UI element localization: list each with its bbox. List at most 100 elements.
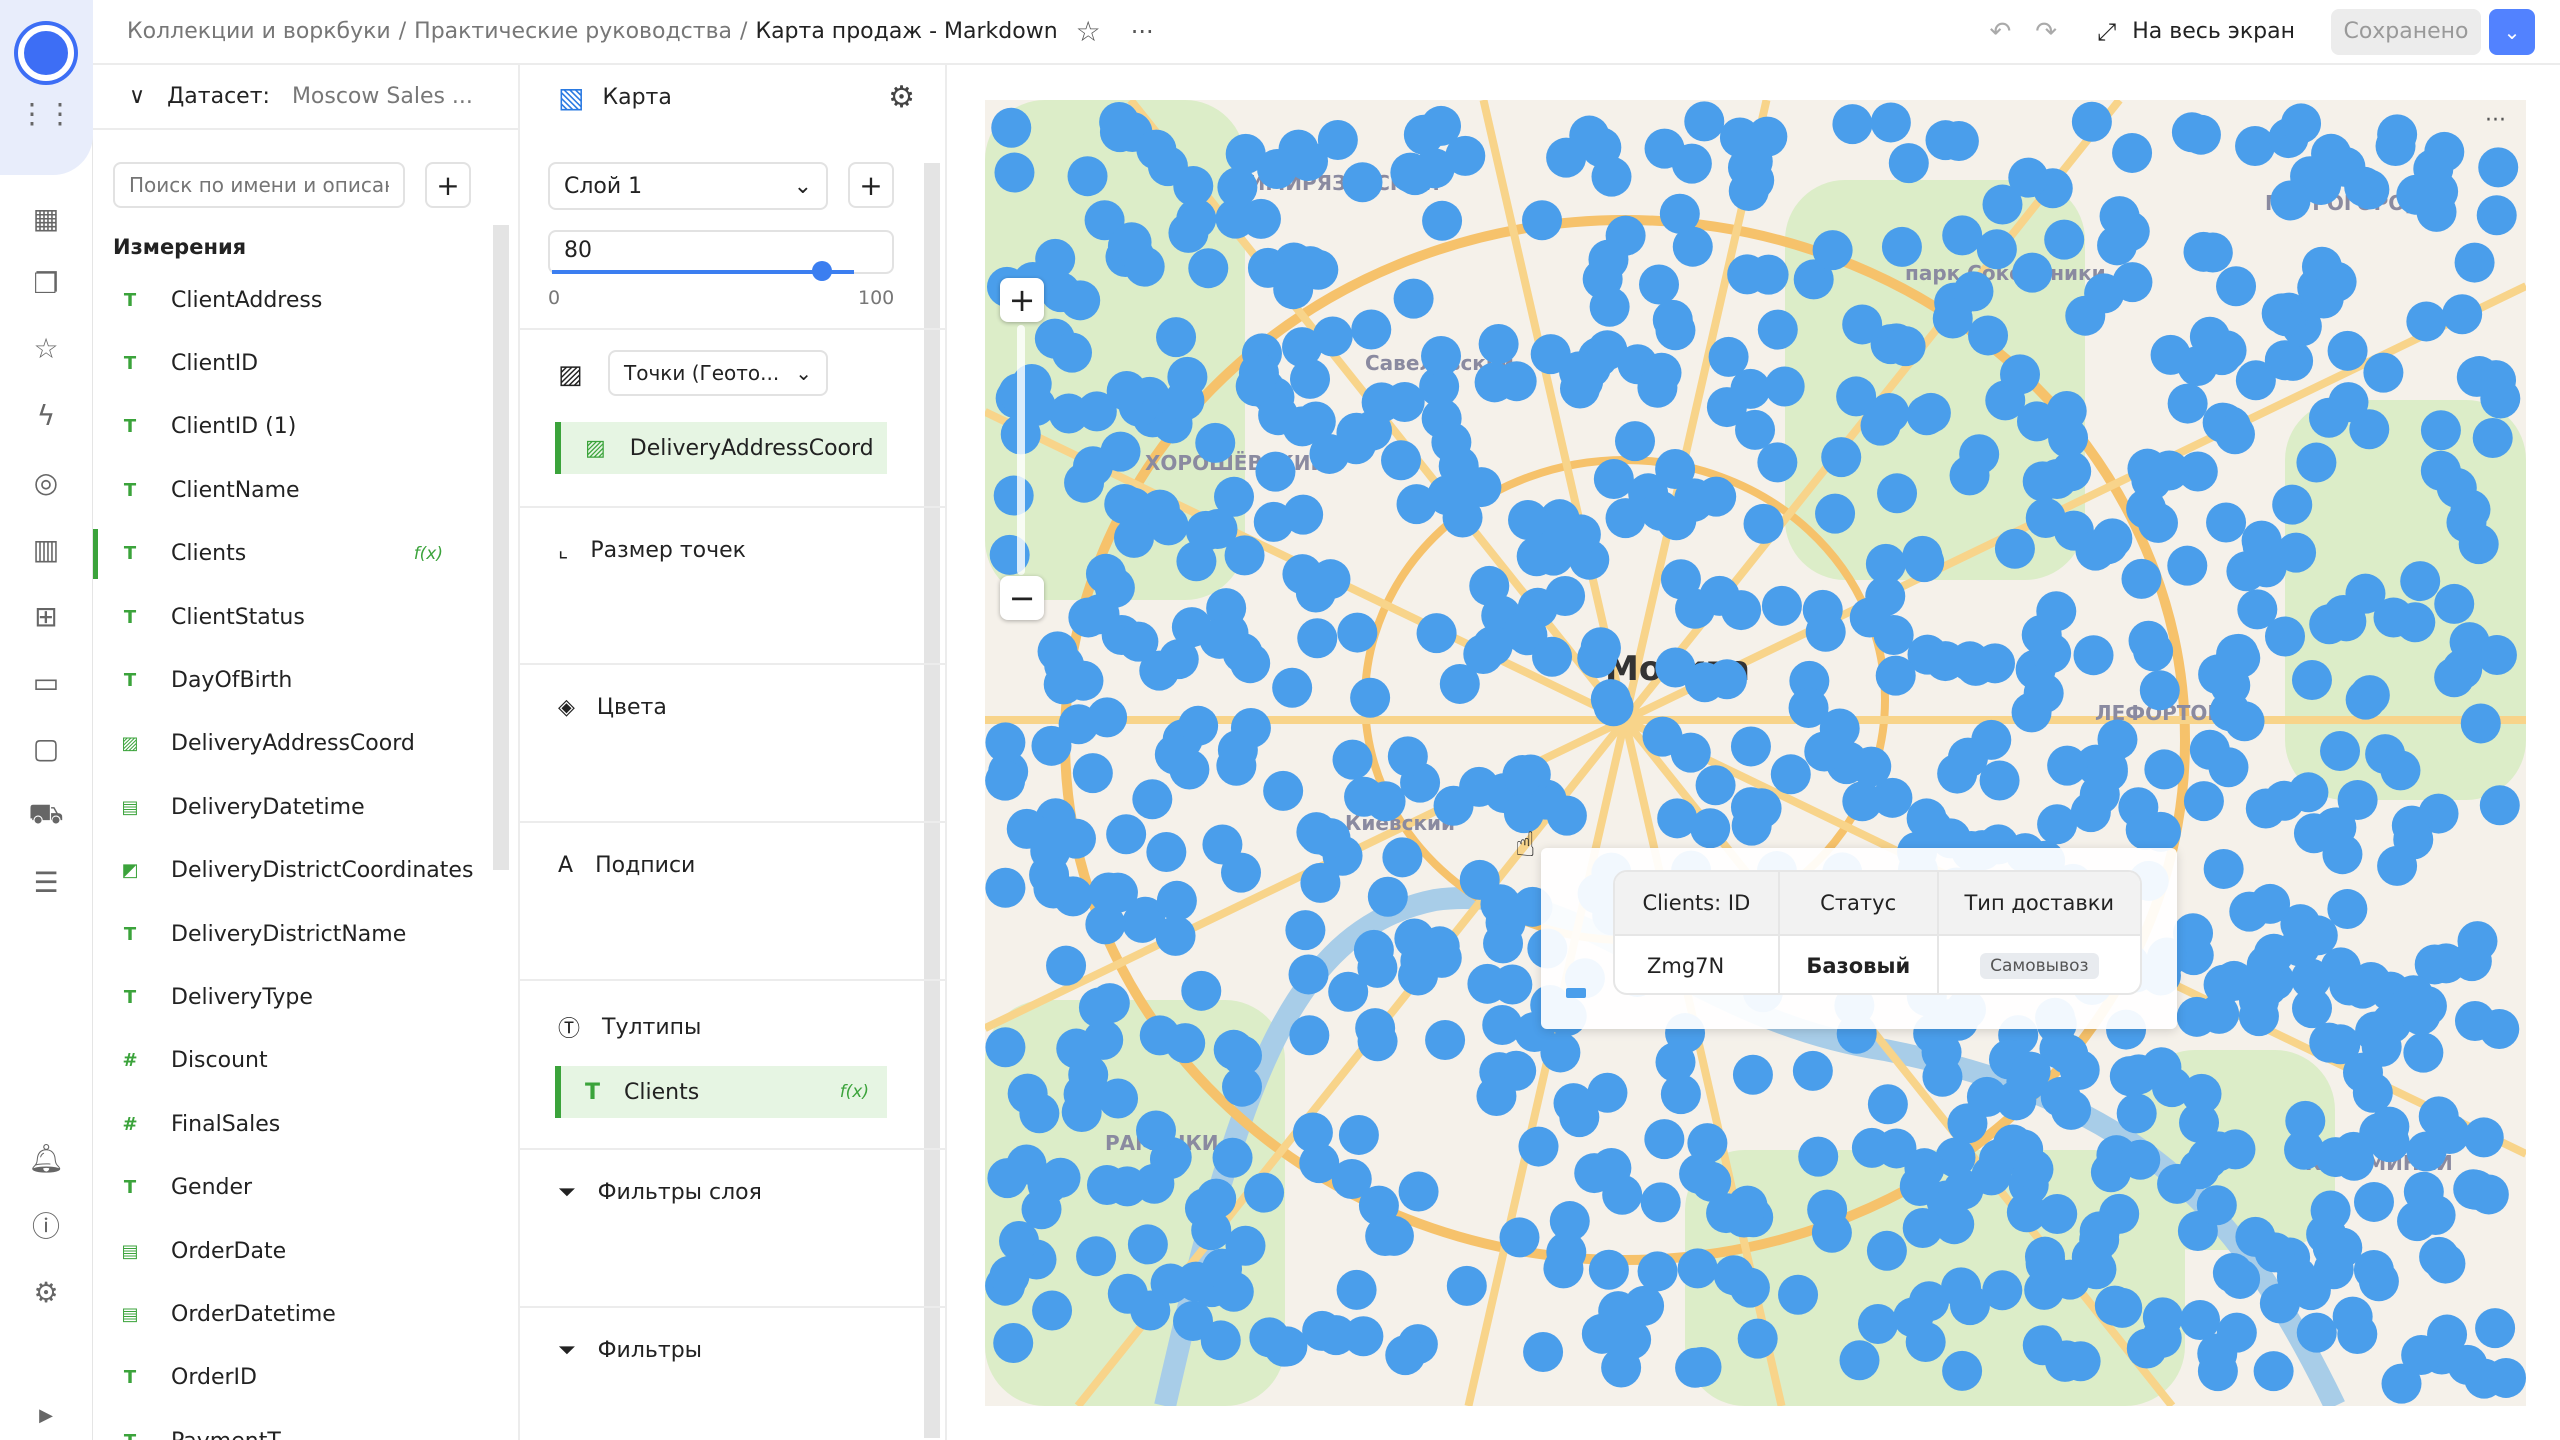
map-point[interactable] xyxy=(2327,889,2368,930)
map-point[interactable] xyxy=(2149,450,2190,491)
opacity-slider-track[interactable] xyxy=(552,270,854,274)
map-point[interactable] xyxy=(1155,915,1196,956)
field-item[interactable]: T ClientStatus xyxy=(113,592,483,642)
map-point[interactable] xyxy=(2476,195,2517,236)
saved-button[interactable]: Сохранено xyxy=(2331,8,2481,55)
map-point[interactable] xyxy=(1695,765,1736,806)
section-filters[interactable]: ⏷ Фильтры xyxy=(558,1338,703,1363)
field-item[interactable]: # Discount xyxy=(113,1036,483,1086)
map-point[interactable] xyxy=(1225,133,1266,174)
map-point[interactable] xyxy=(1677,1248,1718,1289)
map-point[interactable] xyxy=(1338,1114,1379,1155)
star-icon[interactable]: ☆ xyxy=(1075,15,1101,48)
map-point[interactable] xyxy=(1244,1172,1285,1213)
monitor-icon[interactable]: ▭ xyxy=(32,665,60,699)
map-point[interactable] xyxy=(1148,505,1189,546)
map-point[interactable] xyxy=(2012,252,2053,293)
map-point[interactable] xyxy=(1708,336,1749,377)
map-point[interactable] xyxy=(1230,708,1271,749)
map-point[interactable] xyxy=(1821,437,1862,478)
collapse-chevron-icon[interactable]: ∨ xyxy=(129,84,146,109)
map-point[interactable] xyxy=(1732,1054,1773,1095)
map-point[interactable] xyxy=(1235,366,1276,407)
map-point[interactable] xyxy=(2413,148,2454,189)
map-point[interactable] xyxy=(1922,1056,1963,1097)
map-point[interactable] xyxy=(1100,431,1141,472)
map-point[interactable] xyxy=(1118,621,1159,662)
map-point[interactable] xyxy=(1445,135,1486,176)
map-point[interactable] xyxy=(1815,493,1856,534)
map-point[interactable] xyxy=(2442,294,2483,335)
map-point[interactable] xyxy=(1652,299,1693,340)
map-point[interactable] xyxy=(1675,1347,1716,1388)
map-point[interactable] xyxy=(1212,1137,1253,1178)
map-point[interactable] xyxy=(1200,1320,1241,1361)
more-icon[interactable]: ··· xyxy=(1130,17,1154,46)
map-point[interactable] xyxy=(2238,980,2279,1021)
map-point[interactable] xyxy=(2427,1314,2468,1355)
map-point[interactable] xyxy=(2254,1232,2295,1273)
map-point[interactable] xyxy=(2276,532,2317,573)
map-point[interactable] xyxy=(1079,594,1120,635)
map-point[interactable] xyxy=(1414,148,1455,189)
map-point[interactable] xyxy=(1033,868,1074,909)
map-point[interactable] xyxy=(1419,366,1460,407)
map-point[interactable] xyxy=(2023,673,2064,714)
map-point[interactable] xyxy=(2311,133,2352,174)
map-point[interactable] xyxy=(1035,238,1076,279)
map-point[interactable] xyxy=(1885,326,1926,367)
map-point[interactable] xyxy=(1832,104,1873,145)
map-point[interactable] xyxy=(2349,409,2390,450)
map-point[interactable] xyxy=(2087,748,2128,789)
map-point[interactable] xyxy=(1156,880,1197,921)
map-point[interactable] xyxy=(1217,167,1258,208)
map-point[interactable] xyxy=(1713,1255,1754,1296)
map-view[interactable]: Москвапарк СокольникиСавеловскийХОРОШЁВС… xyxy=(985,100,2526,1406)
map-point[interactable] xyxy=(1288,141,1329,182)
map-point[interactable] xyxy=(1099,112,1140,153)
expand-icon[interactable]: ▶ xyxy=(39,1404,53,1426)
map-point[interactable] xyxy=(2353,1181,2394,1222)
map-point[interactable] xyxy=(1282,554,1323,595)
field-item[interactable]: T ClientID xyxy=(113,338,483,388)
map-point[interactable] xyxy=(1076,1236,1117,1277)
map-point[interactable] xyxy=(1660,1074,1701,1115)
map-point[interactable] xyxy=(1640,1182,1681,1223)
map-point[interactable] xyxy=(1098,1078,1139,1119)
map-point[interactable] xyxy=(2403,1032,2444,1073)
fullscreen-icon[interactable]: ⤢ xyxy=(2097,17,2117,46)
map-point[interactable] xyxy=(2008,157,2049,198)
map-point[interactable] xyxy=(2377,845,2418,886)
map-point[interactable] xyxy=(1316,1315,1357,1356)
map-point[interactable] xyxy=(2342,1052,2383,1093)
map-point[interactable] xyxy=(1593,686,1634,727)
map-point[interactable] xyxy=(2031,633,2072,674)
map-point[interactable] xyxy=(2459,356,2500,397)
map-point[interactable] xyxy=(1337,612,1378,653)
map-point[interactable] xyxy=(1902,1207,1943,1248)
map-point[interactable] xyxy=(1421,105,1462,146)
map-point[interactable] xyxy=(1737,1318,1778,1359)
map-point[interactable] xyxy=(1367,876,1408,917)
map-point[interactable] xyxy=(1421,335,1462,376)
map-point[interactable] xyxy=(1910,392,1951,433)
map-point[interactable] xyxy=(2373,597,2414,638)
geo-field-chip[interactable]: ▨ DeliveryAddressCoord xyxy=(555,422,887,474)
map-point[interactable] xyxy=(1467,963,1508,1004)
star-icon[interactable]: ☆ xyxy=(33,331,59,365)
map-point[interactable] xyxy=(2229,891,2270,932)
map-point[interactable] xyxy=(1373,1215,1414,1256)
map-point[interactable] xyxy=(2320,1024,2361,1065)
map-point[interactable] xyxy=(2000,354,2041,395)
map-point[interactable] xyxy=(1588,1249,1629,1290)
map-point[interactable] xyxy=(1943,1169,1984,1210)
field-search-input[interactable] xyxy=(113,162,405,208)
map-point[interactable] xyxy=(1164,380,1205,421)
map-point[interactable] xyxy=(2140,811,2181,852)
map-point[interactable] xyxy=(1084,200,1125,241)
map-point[interactable] xyxy=(2369,1106,2410,1147)
map-point[interactable] xyxy=(1503,793,1544,834)
field-item[interactable]: T DeliveryDistrictName xyxy=(113,909,483,959)
map-point[interactable] xyxy=(1214,476,1255,517)
map-point[interactable] xyxy=(1060,280,1101,321)
